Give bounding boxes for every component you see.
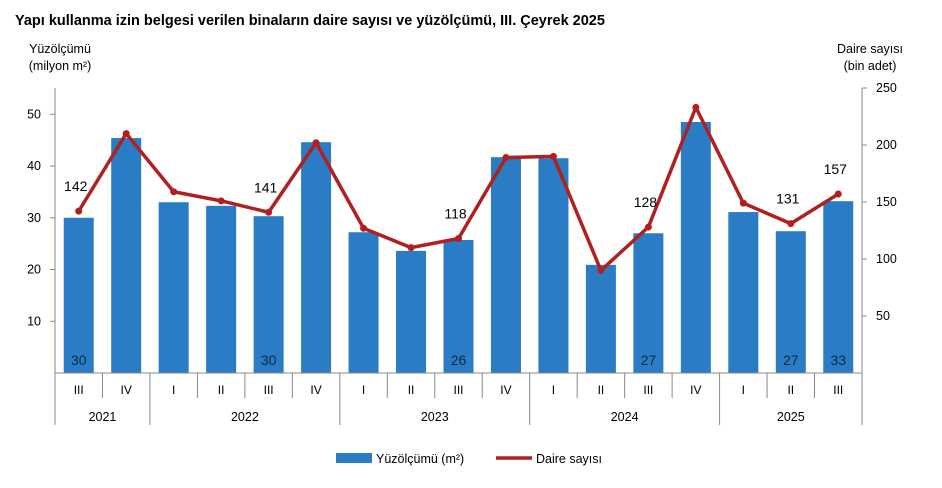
line-point [75,207,83,215]
quarter-label: II [787,383,794,397]
left-tick-label: 50 [27,107,41,121]
bar [775,231,806,373]
line-data-label: 128 [634,194,658,210]
left-tick-label: 10 [27,314,41,328]
line-point [217,197,225,205]
line-point [597,266,605,274]
line-data-label: 131 [776,191,800,207]
bar [680,122,711,373]
right-axis-label-2: (bin adet) [844,59,897,73]
bar [585,264,616,373]
quarter-label: III [264,383,274,397]
quarter-label: IV [310,383,321,397]
right-tick-label: 250 [876,81,897,95]
quarter-label: IV [690,383,701,397]
bar [301,142,332,373]
quarter-label: III [453,383,463,397]
bar [111,138,142,373]
line-point [692,103,700,111]
bar-data-label: 30 [261,352,277,368]
line-data-label: 142 [64,178,88,194]
bar-data-label: 27 [783,352,799,368]
left-tick-label: 20 [27,263,41,277]
legend: Yüzölçümü (m²) Daire sayısı [336,452,602,466]
bar [348,232,379,373]
line-point [834,190,842,198]
quarter-label: III [833,383,843,397]
bar [443,240,474,373]
quarter-label: IV [500,383,511,397]
right-tick-label: 50 [876,309,890,323]
year-label: 2024 [611,410,639,424]
year-label: 2021 [89,410,117,424]
line-point [455,234,462,242]
quarter-label: III [643,383,653,397]
left-axis-label-1: Yüzölçümü [29,42,91,56]
quarter-label: I [362,383,365,397]
bar-data-label: 26 [451,352,467,368]
quarter-label: III [74,383,84,397]
quarter-label: II [218,383,225,397]
bar-data-label: 27 [641,352,657,368]
legend-label-bar: Yüzölçümü (m²) [376,452,464,466]
right-tick-label: 100 [876,252,897,266]
line-point [502,154,510,162]
line-point [739,199,747,207]
year-label: 2025 [777,410,805,424]
bar [490,157,521,373]
bar [158,202,189,373]
left-tick-label: 30 [27,211,41,225]
line-point [312,139,320,147]
line-point [170,188,178,196]
legend-swatch-bar [336,453,372,463]
bar [633,233,664,373]
bar [728,212,759,373]
left-tick-label: 40 [27,159,41,173]
legend-label-line: Daire sayısı [536,452,602,466]
line-data-label: 141 [254,179,278,195]
year-label: 2023 [421,410,449,424]
year-label: 2022 [231,410,259,424]
line-point [122,130,130,138]
right-tick-label: 150 [876,195,897,209]
line-data-label: 118 [444,205,467,221]
line-point [549,152,557,160]
left-axis-label-2: (milyon m²) [29,59,92,73]
bar [396,250,427,373]
line-point [787,220,795,228]
bar-data-label: 33 [830,352,846,368]
line-point [407,244,415,252]
chart-title: Yapı kullanma izin belgesi verilen binal… [15,13,605,29]
bar [253,216,284,373]
quarter-label: IV [121,383,132,397]
bar [63,217,94,373]
bar [823,201,854,373]
quarter-label: I [742,383,745,397]
bar-data-label: 30 [71,352,87,368]
quarter-label: I [552,383,555,397]
quarter-label: II [598,383,605,397]
line-point [644,223,652,231]
line-point [360,224,368,232]
quarter-label: I [172,383,175,397]
line-data-label: 157 [824,161,848,177]
line-point [265,208,273,216]
quarter-label: II [408,383,415,397]
right-tick-label: 200 [876,138,897,152]
bar [538,158,569,373]
right-axis-label-1: Daire sayısı [837,42,903,56]
bar [206,205,237,373]
